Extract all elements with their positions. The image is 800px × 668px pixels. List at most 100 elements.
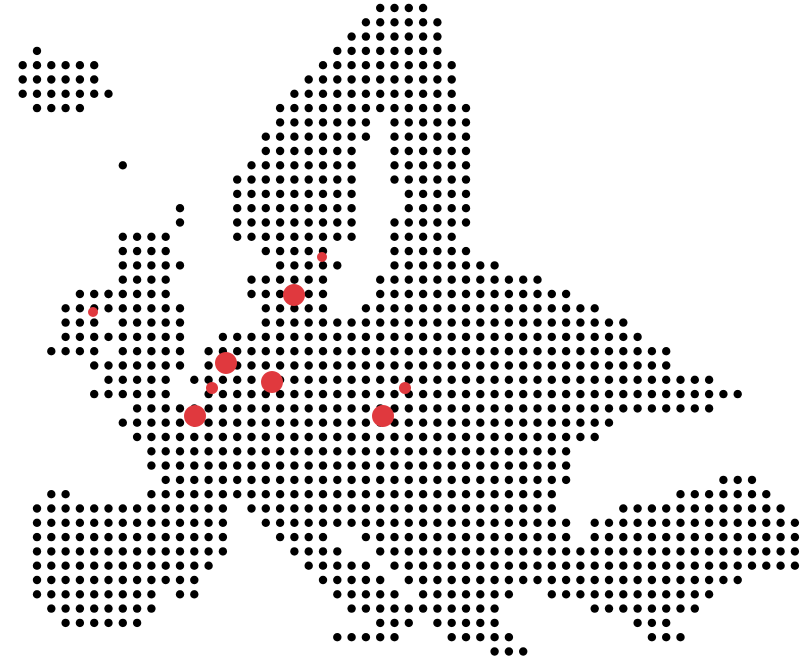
map-dot [161, 332, 170, 342]
map-dot [433, 547, 442, 556]
map-dot [61, 504, 70, 513]
map-dot [604, 347, 614, 356]
map-dot [132, 332, 142, 342]
map-dot [304, 103, 313, 113]
map-dot [333, 375, 342, 384]
map-dot [376, 490, 385, 499]
map-dot [662, 518, 671, 527]
map-dot [619, 361, 628, 370]
map-dot [75, 504, 85, 513]
map-dot [247, 375, 256, 384]
map-dot [218, 518, 228, 527]
map-dot [161, 518, 170, 527]
map-dot [604, 404, 614, 413]
map-dot [161, 575, 170, 585]
map-dot [504, 547, 514, 556]
map-dot [304, 561, 313, 570]
map-dot [233, 332, 242, 342]
map-dot [433, 32, 442, 41]
map-dot [204, 447, 213, 456]
map-dot [404, 418, 413, 427]
map-dot [376, 475, 385, 485]
map-dot [275, 132, 285, 141]
map-dot [61, 590, 70, 599]
map-dot [490, 590, 499, 599]
map-dot [504, 490, 514, 499]
map-dot [190, 561, 199, 570]
map-dot [590, 347, 599, 356]
map-dot [347, 518, 356, 527]
map-dot [433, 475, 442, 485]
map-dot [447, 504, 456, 513]
map-dot [161, 246, 170, 256]
map-dot [118, 318, 128, 327]
map-dot [275, 232, 285, 241]
map-dot [233, 432, 242, 442]
map-dot [233, 189, 242, 199]
map-dot [447, 275, 456, 284]
map-dot [204, 518, 213, 527]
map-dot [476, 318, 485, 327]
map-dot [61, 547, 70, 556]
map-dot [175, 347, 185, 356]
map-dot [361, 561, 371, 570]
map-dot [762, 504, 771, 513]
map-dot [433, 60, 442, 70]
map-dot [147, 389, 156, 399]
map-dot [504, 418, 514, 427]
map-dot [447, 103, 456, 113]
map-dot [318, 103, 328, 113]
map-dot [790, 547, 800, 556]
map-dot [75, 604, 85, 613]
map-dot [290, 404, 299, 413]
map-dot [175, 518, 185, 527]
map-dot [533, 304, 542, 313]
map-dot [533, 475, 542, 485]
map-dot [147, 504, 156, 513]
map-dot [90, 532, 99, 542]
map-dot [476, 561, 485, 570]
map-dot [476, 332, 485, 342]
map-dot [190, 375, 199, 384]
map-dot [676, 532, 685, 542]
map-dot [161, 432, 170, 442]
map-dot [161, 375, 170, 384]
map-dot [333, 418, 342, 427]
map-dot [547, 347, 556, 356]
map-dot [662, 590, 671, 599]
map-dot [190, 432, 199, 442]
map-dot [418, 490, 428, 499]
map-dot [261, 132, 270, 141]
map-dot [147, 490, 156, 499]
map-dot [633, 347, 642, 356]
map-dot [418, 418, 428, 427]
map-dot [275, 504, 285, 513]
map-dot [347, 590, 356, 599]
map-dot [333, 389, 342, 399]
map-dot [275, 389, 285, 399]
map-dot [90, 361, 99, 370]
map-dot [275, 404, 285, 413]
map-dot [404, 261, 413, 270]
map-dot [190, 532, 199, 542]
map-dot [75, 304, 85, 313]
map-dot [447, 289, 456, 299]
map-dot [333, 118, 342, 127]
map-dot [304, 118, 313, 127]
map-dot [762, 547, 771, 556]
map-dot [376, 604, 385, 613]
map-dot [175, 475, 185, 485]
map-dot [333, 204, 342, 213]
map-dot [719, 547, 728, 556]
map-dot [175, 204, 185, 213]
map-dot [704, 532, 714, 542]
map-dot [461, 175, 471, 184]
map-dot [719, 504, 728, 513]
map-dot [776, 532, 785, 542]
map-dot [261, 518, 270, 527]
map-dot [347, 361, 356, 370]
map-dot [719, 561, 728, 570]
map-dot [404, 161, 413, 170]
map-dot [490, 461, 499, 470]
map-dot [476, 261, 485, 270]
